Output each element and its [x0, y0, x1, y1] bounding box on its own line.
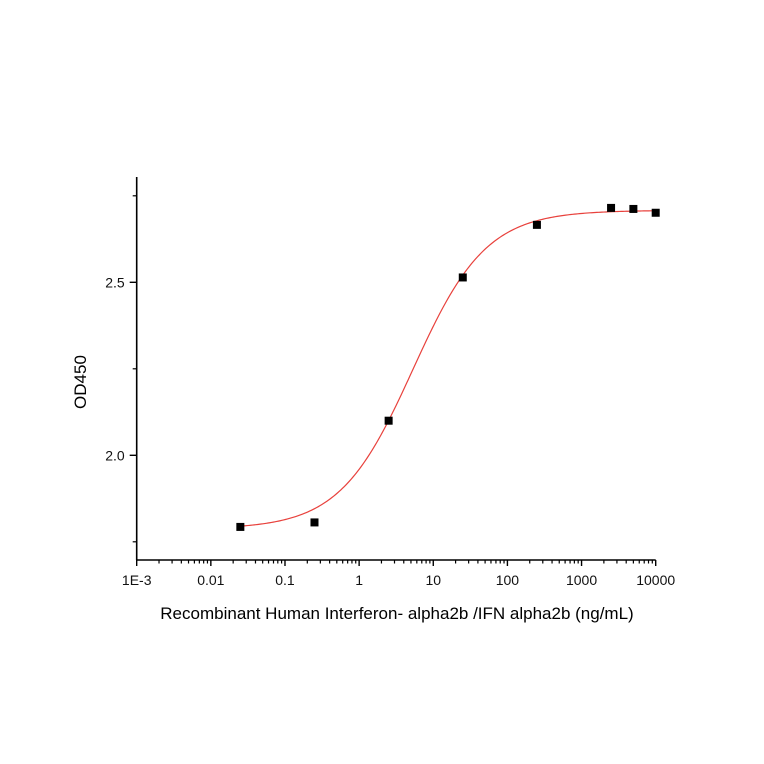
data-point-square-marker	[651, 208, 660, 217]
x-tick-label: 0.1	[275, 572, 295, 588]
data-points	[236, 203, 660, 531]
data-point-square-marker	[532, 220, 541, 229]
data-point-square-marker	[236, 522, 245, 531]
x-tick-label: 10	[425, 572, 441, 588]
x-tick-label: 1E-3	[122, 572, 152, 588]
data-point-square-marker	[310, 518, 319, 527]
x-tick-label: 1	[355, 572, 363, 588]
data-point-square-marker	[607, 203, 616, 212]
x-tick-label: 0.01	[197, 572, 224, 588]
fit-curve	[240, 210, 656, 527]
x-tick-label: 100	[496, 572, 520, 588]
data-point-square-marker	[384, 416, 393, 425]
data-point-square-marker	[629, 204, 638, 213]
y-tick-label: 2.5	[105, 274, 125, 290]
x-axis: 1E-3 0.01 0.1 1 10 100 1000 10000	[122, 559, 675, 588]
y-tick-label: 2.0	[105, 447, 125, 463]
x-axis-title: Recombinant Human Interferon- alpha2b /I…	[160, 604, 633, 623]
y-axis-title: OD450	[71, 355, 90, 409]
data-point-square-marker	[458, 273, 467, 282]
fit-curve-path	[240, 210, 656, 527]
x-tick-label: 10000	[636, 572, 675, 588]
y-axis: 2.0 2.5	[105, 177, 138, 560]
x-tick-label: 1000	[566, 572, 597, 588]
